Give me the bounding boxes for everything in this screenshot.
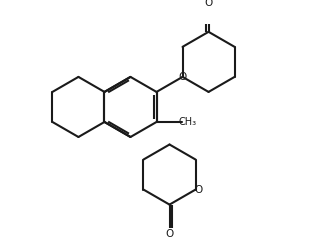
Text: O: O <box>179 72 187 82</box>
Text: O: O <box>194 185 202 195</box>
Text: O: O <box>165 228 174 238</box>
Text: O: O <box>204 0 213 8</box>
Text: CH₃: CH₃ <box>178 117 196 127</box>
